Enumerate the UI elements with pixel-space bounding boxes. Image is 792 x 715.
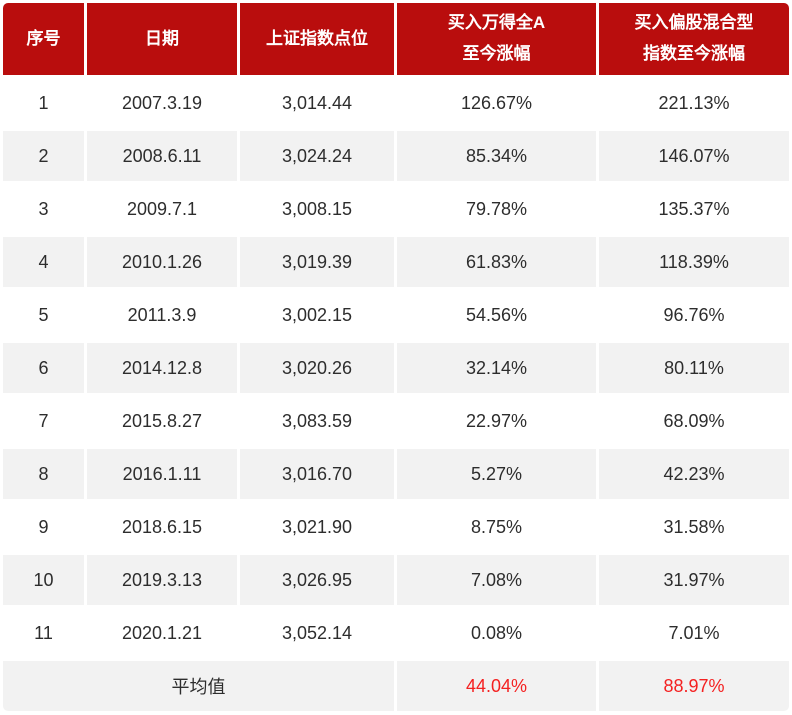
cell-sse-index-level: 3,008.15: [240, 184, 394, 234]
cell-serial-number: 11: [3, 608, 84, 658]
cell-serial-number: 2: [3, 131, 84, 181]
cell-date: 2011.3.9: [87, 290, 237, 340]
table-row: 1 2007.3.19 3,014.44 126.67% 221.13%: [3, 78, 789, 128]
cell-sse-index-level: 3,024.24: [240, 131, 394, 181]
header-hybrid-index-gain: 买入偏股混合型 指数至今涨幅: [599, 3, 789, 75]
header-serial-number: 序号: [3, 3, 84, 75]
table-row: 10 2019.3.13 3,026.95 7.08% 31.97%: [3, 555, 789, 605]
cell-sse-index-level: 3,083.59: [240, 396, 394, 446]
cell-wind-all-a-gain: 22.97%: [397, 396, 596, 446]
cell-date: 2016.1.11: [87, 449, 237, 499]
cell-hybrid-index-gain: 146.07%: [599, 131, 789, 181]
table-header: 序号 日期 上证指数点位 买入万得全A 至今涨幅 买入偏股混合型 指数至今涨幅: [3, 3, 789, 75]
cell-hybrid-index-gain: 68.09%: [599, 396, 789, 446]
average-wind-a-value: 44.04%: [397, 661, 596, 711]
cell-date: 2008.6.11: [87, 131, 237, 181]
average-row: 平均值 44.04% 88.97%: [3, 661, 789, 711]
cell-wind-all-a-gain: 8.75%: [397, 502, 596, 552]
cell-hybrid-index-gain: 80.11%: [599, 343, 789, 393]
average-label: 平均值: [3, 661, 394, 711]
cell-wind-all-a-gain: 126.67%: [397, 78, 596, 128]
cell-sse-index-level: 3,052.14: [240, 608, 394, 658]
cell-serial-number: 7: [3, 396, 84, 446]
cell-sse-index-level: 3,002.15: [240, 290, 394, 340]
table-body: 1 2007.3.19 3,014.44 126.67% 221.13% 2 2…: [3, 78, 789, 658]
cell-hybrid-index-gain: 31.58%: [599, 502, 789, 552]
cell-hybrid-index-gain: 7.01%: [599, 608, 789, 658]
cell-serial-number: 5: [3, 290, 84, 340]
cell-date: 2009.7.1: [87, 184, 237, 234]
cell-sse-index-level: 3,019.39: [240, 237, 394, 287]
table-row: 11 2020.1.21 3,052.14 0.08% 7.01%: [3, 608, 789, 658]
cell-hybrid-index-gain: 118.39%: [599, 237, 789, 287]
header-sse-index-level: 上证指数点位: [240, 3, 394, 75]
table-row: 7 2015.8.27 3,083.59 22.97% 68.09%: [3, 396, 789, 446]
cell-wind-all-a-gain: 61.83%: [397, 237, 596, 287]
cell-serial-number: 4: [3, 237, 84, 287]
cell-sse-index-level: 3,020.26: [240, 343, 394, 393]
cell-hybrid-index-gain: 96.76%: [599, 290, 789, 340]
cell-hybrid-index-gain: 221.13%: [599, 78, 789, 128]
cell-date: 2010.1.26: [87, 237, 237, 287]
cell-hybrid-index-gain: 42.23%: [599, 449, 789, 499]
cell-date: 2007.3.19: [87, 78, 237, 128]
cell-sse-index-level: 3,021.90: [240, 502, 394, 552]
table-footer: 平均值 44.04% 88.97%: [3, 661, 789, 711]
cell-wind-all-a-gain: 32.14%: [397, 343, 596, 393]
cell-serial-number: 6: [3, 343, 84, 393]
cell-serial-number: 3: [3, 184, 84, 234]
table-row: 6 2014.12.8 3,020.26 32.14% 80.11%: [3, 343, 789, 393]
cell-date: 2018.6.15: [87, 502, 237, 552]
cell-wind-all-a-gain: 79.78%: [397, 184, 596, 234]
table-row: 3 2009.7.1 3,008.15 79.78% 135.37%: [3, 184, 789, 234]
table-row: 9 2018.6.15 3,021.90 8.75% 31.58%: [3, 502, 789, 552]
cell-wind-all-a-gain: 5.27%: [397, 449, 596, 499]
average-hybrid-value: 88.97%: [599, 661, 789, 711]
cell-date: 2014.12.8: [87, 343, 237, 393]
cell-date: 2019.3.13: [87, 555, 237, 605]
cell-serial-number: 1: [3, 78, 84, 128]
header-wind-all-a-gain: 买入万得全A 至今涨幅: [397, 3, 596, 75]
cell-serial-number: 10: [3, 555, 84, 605]
header-row: 序号 日期 上证指数点位 买入万得全A 至今涨幅 买入偏股混合型 指数至今涨幅: [3, 3, 789, 75]
cell-serial-number: 9: [3, 502, 84, 552]
cell-date: 2015.8.27: [87, 396, 237, 446]
table-row: 4 2010.1.26 3,019.39 61.83% 118.39%: [3, 237, 789, 287]
cell-wind-all-a-gain: 85.34%: [397, 131, 596, 181]
cell-sse-index-level: 3,014.44: [240, 78, 394, 128]
cell-wind-all-a-gain: 7.08%: [397, 555, 596, 605]
cell-sse-index-level: 3,026.95: [240, 555, 394, 605]
header-date: 日期: [87, 3, 237, 75]
table-row: 5 2011.3.9 3,002.15 54.56% 96.76%: [3, 290, 789, 340]
cell-hybrid-index-gain: 31.97%: [599, 555, 789, 605]
cell-serial-number: 8: [3, 449, 84, 499]
cell-date: 2020.1.21: [87, 608, 237, 658]
cell-wind-all-a-gain: 0.08%: [397, 608, 596, 658]
table-row: 8 2016.1.11 3,016.70 5.27% 42.23%: [3, 449, 789, 499]
cell-hybrid-index-gain: 135.37%: [599, 184, 789, 234]
cell-sse-index-level: 3,016.70: [240, 449, 394, 499]
table-row: 2 2008.6.11 3,024.24 85.34% 146.07%: [3, 131, 789, 181]
cell-wind-all-a-gain: 54.56%: [397, 290, 596, 340]
